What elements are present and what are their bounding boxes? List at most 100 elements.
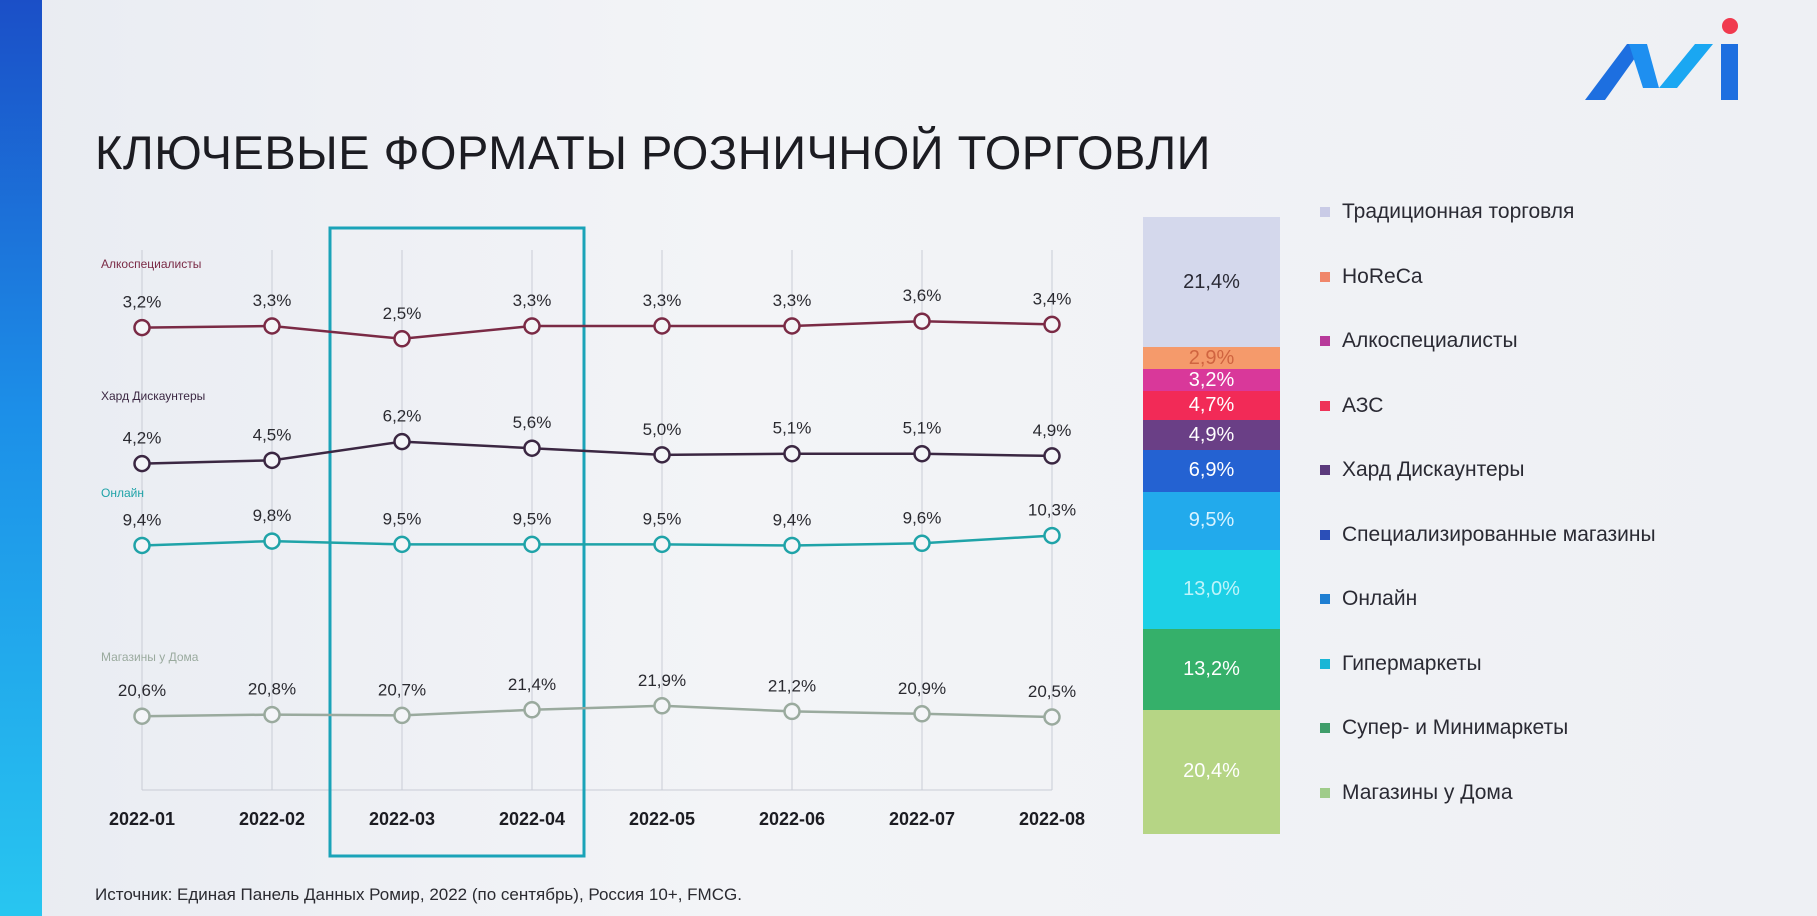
data-point [393,706,411,725]
legend-label: Специализированные магазины [1342,522,1656,546]
data-point [783,702,801,721]
segment-label: 21,4% [1183,270,1240,293]
data-label: 9,5% [383,509,422,528]
x-tick-label: 2022-03 [369,809,435,829]
data-point [783,536,801,555]
legend-label: Традиционная торговля [1342,200,1575,223]
data-label: 5,1% [903,419,942,438]
series-line [141,319,1053,341]
series-line [141,534,1053,547]
data-point [913,705,931,723]
stack-segment: 3,2% [1143,368,1280,392]
data-label: 3,4% [1033,289,1072,308]
x-tick-label: 2022-05 [629,809,695,829]
legend-swatch [1320,336,1330,346]
segment-label: 4,7% [1188,394,1235,417]
data-point [263,532,281,550]
data-point [263,317,281,335]
data-point [653,446,671,464]
legend-item: HoReCa [1320,265,1423,289]
data-label: 3,3% [643,291,682,310]
data-label: 3,3% [513,291,552,310]
stack-segment: 20,4% [1143,709,1280,834]
data-point [913,312,931,330]
data-point [523,701,541,719]
segment-label: 13,2% [1183,657,1240,680]
data-label: 3,2% [123,293,162,312]
legend-swatch [1320,529,1330,540]
data-point [133,454,151,473]
stack-segment: 2,9% [1143,346,1280,370]
data-label: 3,3% [773,291,812,310]
page-title: КЛЮЧЕВЫЕ ФОРМАТЫ РОЗНИЧНОЙ ТОРГОВЛИ [95,126,1211,179]
data-label: 20,5% [1028,682,1076,701]
data-point [393,432,411,451]
data-point [653,697,671,715]
stack-segment: 13,0% [1143,549,1280,630]
data-label: 9,6% [903,508,942,527]
legend-label: АЗС [1342,393,1384,417]
segment-label: 3,2% [1188,368,1235,391]
data-point [1043,708,1061,726]
legend-swatch [1320,207,1330,217]
legend-label: Онлайн [1342,587,1418,610]
legend-label: Алкоспециалисты [1342,329,1518,352]
data-label: 9,5% [643,509,682,528]
data-point [913,444,931,463]
legend-label: Магазины у Дома [1342,780,1513,804]
data-point [1043,526,1061,545]
data-label: 4,2% [123,429,162,448]
series-title: Хард Дискаунтеры [101,389,205,403]
data-label: 9,4% [773,510,812,529]
segment-label: 13,0% [1183,578,1240,601]
highlight-box [328,226,586,858]
legend-item: Хард Дискаунтеры [1320,458,1524,482]
x-tick-label: 2022-06 [759,809,825,829]
segment-label: 2,9% [1188,346,1235,369]
data-label: 20,7% [378,680,426,699]
data-label: 5,0% [643,420,682,439]
stack-segment: 4,9% [1143,420,1280,450]
data-label: 21,2% [768,676,816,695]
data-label: 3,6% [903,286,942,305]
data-label: 20,9% [898,679,946,698]
source-footnote: Источник: Единая Панель Данных Ромир, 20… [95,885,742,904]
data-point [653,317,671,335]
stack-segment: 13,2% [1143,629,1280,710]
data-label: 6,2% [383,407,422,426]
legend-item: Гипермаркеты [1320,652,1482,676]
data-point [783,444,801,463]
data-point [523,535,541,554]
legend-swatch [1320,400,1330,411]
legend-item: Супер- и Минимаркеты [1320,716,1568,740]
segment-label: 6,9% [1188,459,1235,482]
data-label: 10,3% [1028,501,1076,520]
segment-label: 9,5% [1188,509,1235,532]
series-title: Магазины у Дома [101,650,199,664]
data-point [523,317,541,335]
series-title: Алкоспециалисты [101,257,201,271]
legend-item: Традиционная торговля [1320,200,1574,224]
legend-item: Алкоспециалисты [1320,329,1518,353]
data-label: 4,9% [1033,421,1072,440]
data-point [263,705,281,724]
data-point [263,451,281,470]
legend-item: Магазины у Дома [1320,781,1513,805]
data-label: 5,1% [773,419,812,438]
legend-swatch [1320,271,1330,282]
data-point [133,318,151,337]
data-label: 3,3% [253,291,292,310]
stack-segment: 9,5% [1143,492,1280,550]
data-point [133,536,151,555]
data-label: 4,5% [253,425,292,444]
data-point [393,535,411,554]
legend-item: Онлайн [1320,587,1417,611]
stack-segment: 6,9% [1143,449,1280,492]
stack-segment: 4,7% [1143,391,1280,421]
x-tick-label: 2022-01 [109,809,175,829]
romir-logo-icon [1585,18,1738,100]
data-label: 20,8% [248,680,296,699]
data-point [653,535,671,554]
